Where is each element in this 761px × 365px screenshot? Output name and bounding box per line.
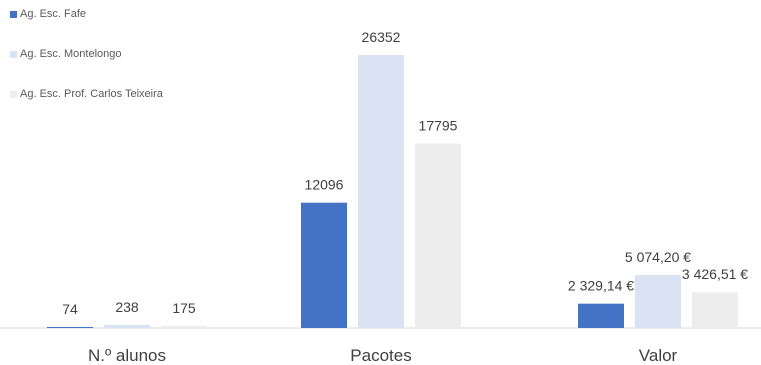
bar-alunos-carlos-teixeira [161, 325, 207, 328]
data-label-valor-carlos-teixeira: 3 426,51 € [682, 266, 748, 282]
data-label-alunos-fafe: 74 [62, 301, 78, 317]
legend-label-carlos-teixeira: Ag. Esc. Prof. Carlos Teixeira [20, 88, 163, 100]
data-label-pacotes-fafe: 12096 [305, 177, 344, 193]
category-label-valor: Valor [639, 346, 678, 365]
legend-item-carlos-teixeira: Ag. Esc. Prof. Carlos Teixeira [10, 88, 163, 100]
bar-pacotes-fafe [301, 202, 347, 328]
data-label-valor-montelongo: 5 074,20 € [625, 249, 691, 265]
legend-item-montelongo: Ag. Esc. Montelongo [10, 48, 163, 60]
bar-valor-montelongo [635, 275, 681, 328]
bar-alunos-fafe [47, 327, 93, 328]
data-label-pacotes-montelongo: 26352 [362, 29, 401, 45]
category-label-alunos: N.º alunos [88, 346, 166, 365]
data-label-alunos-montelongo: 238 [115, 299, 139, 315]
legend-item-fafe: Ag. Esc. Fafe [10, 8, 163, 20]
legend-label-fafe: Ag. Esc. Fafe [20, 8, 87, 20]
data-label-valor-fafe: 2 329,14 € [568, 278, 634, 294]
bar-valor-fafe [578, 303, 624, 328]
legend-label-montelongo: Ag. Esc. Montelongo [20, 48, 122, 60]
bar-alunos-montelongo [104, 325, 150, 328]
bar-pacotes-carlos-teixeira [415, 143, 461, 328]
chart-legend: Ag. Esc. Fafe Ag. Esc. Montelongo Ag. Es… [10, 8, 163, 128]
legend-swatch-montelongo [10, 50, 17, 58]
data-label-pacotes-carlos-teixeira: 17795 [419, 118, 458, 134]
data-label-alunos-carlos-teixeira: 175 [172, 300, 196, 316]
bar-valor-carlos-teixeira [692, 292, 738, 328]
legend-swatch-fafe [10, 10, 17, 18]
bar-pacotes-montelongo [358, 55, 404, 328]
legend-swatch-carlos-teixeira [10, 90, 17, 98]
category-label-pacotes: Pacotes [350, 346, 411, 365]
